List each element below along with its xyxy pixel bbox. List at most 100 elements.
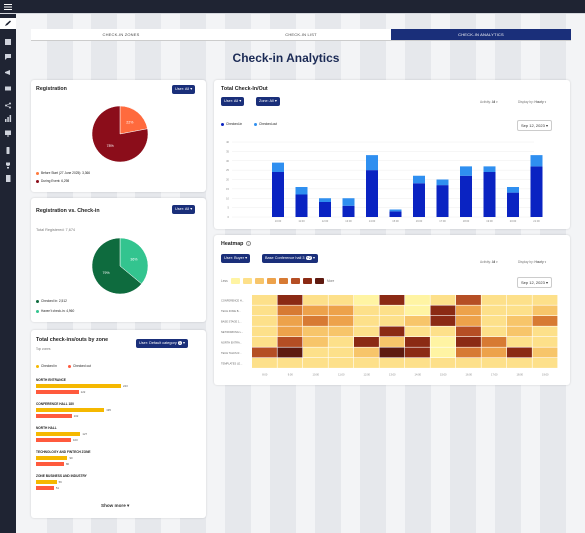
legend-item: Checked-out [254, 122, 277, 126]
heatmap-cell [328, 358, 354, 368]
show-more-label: Show more [101, 503, 126, 508]
tab-bar: Check-in zones Check-in list Check-in an… [31, 29, 571, 41]
y-tick-label: 0 [228, 215, 230, 219]
heatmap-cell [303, 326, 328, 337]
reg-vs-checkin-card: Registration vs. Check-in User: All ▾ To… [31, 198, 206, 322]
user-filter-button[interactable]: User: All ▾ [172, 205, 196, 214]
document-icon[interactable] [4, 175, 12, 182]
button-label: User: Buyer [224, 256, 245, 260]
checked-in-bar [36, 432, 81, 436]
chevron-down-icon: ▾ [545, 280, 548, 285]
tab-check-in-list[interactable]: Check-in list [285, 32, 317, 37]
total-checkins-card: Total Check-In/Out User: All ▾ Zone: All… [214, 80, 570, 229]
heatmap-cell [277, 316, 303, 326]
scale-swatch [267, 278, 276, 284]
button-label: Zone: All [259, 99, 274, 103]
display-select[interactable]: Display by: Hourly ▾ [518, 100, 547, 104]
heatmap-cell [354, 347, 379, 358]
info-icon[interactable]: i [246, 241, 251, 246]
menu-icon[interactable] [4, 4, 12, 10]
mobile-icon[interactable] [4, 147, 12, 154]
y-tick-label: 10 [226, 196, 229, 200]
x-tick-label: 19:00 [486, 219, 493, 223]
x-tick-label: 12:00 [322, 219, 329, 223]
display-select[interactable]: Display by: Hourly ▾ [518, 260, 547, 264]
heatmap-cell [252, 305, 277, 316]
heatmap-cell [481, 347, 507, 358]
scale-swatch [243, 278, 252, 284]
y-tick-label: 20 [226, 178, 229, 182]
user-filter-button[interactable]: User: Default category 1 ▾ [136, 339, 188, 348]
megaphone-icon[interactable] [4, 69, 12, 76]
zone-filter-button[interactable]: Zone: All ▾ [256, 97, 280, 106]
scale-swatch [291, 278, 300, 284]
zone-value: 195 [106, 408, 111, 412]
zone-value: 59 [58, 480, 62, 484]
chat-icon[interactable] [4, 53, 12, 60]
heatmap-cell [456, 316, 481, 326]
checked-in-bar [36, 456, 68, 460]
heatmap-cell [252, 326, 277, 337]
user-filter-button[interactable]: User: All ▾ [221, 97, 245, 106]
scale-swatch [303, 278, 312, 284]
heatmap-cell [481, 305, 507, 316]
heatmap-cell [379, 337, 405, 347]
user-filter-button[interactable]: User: Buyer ▾ [221, 254, 251, 263]
monitor-icon[interactable] [4, 130, 12, 137]
checked-out-bar [36, 486, 54, 490]
legend-item: Checked-in [221, 122, 242, 126]
heatmap-col-label: 16:00 [466, 373, 473, 377]
x-tick-label: 18:00 [463, 219, 470, 223]
share-icon[interactable] [4, 102, 12, 109]
checked-out-bar [342, 198, 355, 206]
date-value: Sep 12, 2023 [521, 280, 545, 285]
heatmap-cell [481, 326, 507, 337]
calendar-icon[interactable] [4, 38, 12, 45]
trophy-icon[interactable] [4, 162, 12, 169]
zone-filter-button[interactable]: Base Conference hall 3 +2 ▾ [262, 254, 318, 263]
checked-out-bar [319, 198, 331, 202]
checked-in-bar [507, 192, 519, 217]
y-tick-label: 5 [228, 206, 230, 210]
checked-in-bar [413, 183, 425, 217]
heatmap-cell [507, 316, 532, 326]
heatmap-col-label: 19:00 [542, 373, 549, 377]
ticket-icon[interactable] [4, 85, 12, 92]
date-picker[interactable]: Sep 12, 2023 ▾ [517, 277, 552, 288]
heatmap-cell [277, 347, 303, 358]
heatmap-cell [328, 337, 354, 347]
select-value: All [491, 260, 496, 264]
pencil-icon[interactable] [4, 20, 12, 27]
zone-value: 102 [73, 414, 79, 418]
heatmap-cell [481, 316, 507, 326]
chevron-down-icon: ▾ [183, 341, 185, 345]
heatmap-col-label: 8:00 [262, 373, 268, 377]
scale-swatch [279, 278, 288, 284]
zone-label: NORTH ENTRANCE [36, 378, 66, 382]
heatmap-cell [430, 337, 456, 347]
date-value: Sep 12, 2023 [521, 123, 545, 128]
activity-select[interactable]: Activity: All ▾ [480, 100, 498, 104]
analytics-icon[interactable] [4, 115, 12, 122]
legend-more-label: More [327, 279, 335, 283]
heatmap-cell [252, 337, 277, 347]
legend-label: Checked out [73, 364, 91, 368]
pie-slice [91, 105, 149, 163]
checked-in-bar [295, 194, 308, 217]
checked-out-bar [413, 175, 425, 184]
date-picker[interactable]: Sep 12, 2023 ▾ [517, 120, 552, 131]
checked-out-bar [36, 390, 79, 394]
user-filter-button[interactable]: User: All ▾ [172, 85, 196, 94]
show-more-button[interactable]: Show more ▾ [101, 503, 129, 509]
checked-out-bar [530, 155, 543, 167]
y-tick-label: 15 [226, 187, 229, 191]
checked-in-bar [272, 172, 284, 217]
legend-label: During Event: 6,298 [41, 179, 70, 183]
heatmap-cell [481, 358, 507, 368]
activity-select[interactable]: Activity: All ▾ [480, 260, 498, 264]
zone-value: 51 [55, 486, 59, 490]
pie-slice-label: 36% [130, 258, 137, 262]
tab-check-in-analytics[interactable]: Check-in analytics [391, 29, 571, 40]
tab-check-in-zones[interactable]: Check-in zones [102, 32, 140, 37]
checked-in-bar [389, 211, 402, 217]
